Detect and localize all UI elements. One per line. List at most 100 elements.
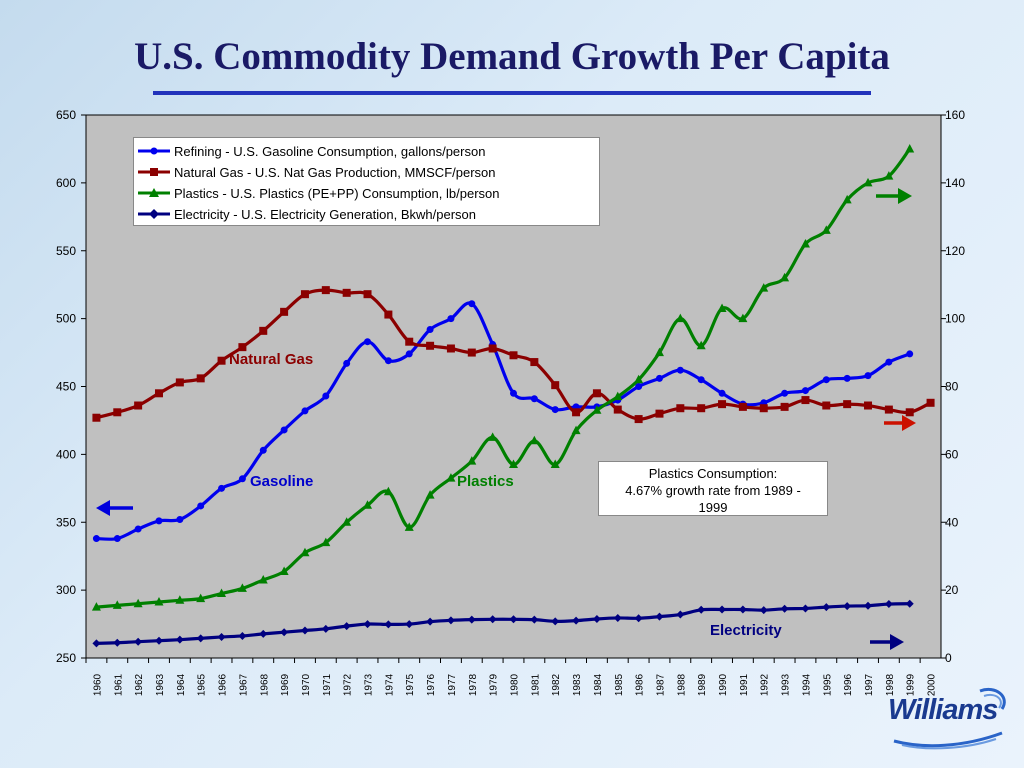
- data-point-electricity: [801, 604, 810, 613]
- data-point-plastics: [217, 588, 227, 598]
- data-point-natural-gas: [738, 402, 747, 411]
- data-point-plastics: [634, 374, 644, 384]
- data-point-plastics: [154, 597, 164, 606]
- data-point-natural-gas: [551, 381, 560, 390]
- data-point-gasoline: [343, 359, 351, 367]
- x-tick-label: 2000: [927, 673, 938, 696]
- right-axis-arrow-plastics-head: [898, 188, 912, 204]
- data-point-gasoline: [238, 475, 246, 483]
- x-tick-label: 1985: [614, 673, 625, 696]
- data-point-gasoline: [885, 358, 893, 366]
- data-point-natural-gas: [467, 348, 476, 357]
- x-tick-label: 1999: [906, 673, 917, 696]
- data-point-electricity: [509, 615, 518, 624]
- y-left-tick-label: 450: [56, 380, 76, 394]
- data-point-electricity: [280, 628, 289, 637]
- data-point-plastics: [613, 391, 623, 401]
- plastics-annotation-box: Plastics Consumption: 4.67% growth rate …: [598, 461, 828, 516]
- data-point-electricity: [446, 616, 455, 625]
- data-point-gasoline: [113, 535, 121, 543]
- x-tick-label: 1968: [259, 673, 270, 696]
- data-point-gasoline: [176, 516, 184, 524]
- series-lines: [91, 143, 935, 648]
- y-right-tick-label: 0: [945, 651, 952, 665]
- legend-item-natural-gas: Natural Gas - U.S. Nat Gas Production, M…: [138, 162, 496, 182]
- data-point-plastics: [780, 272, 790, 282]
- data-point-plastics: [529, 435, 539, 445]
- data-point-plastics: [196, 593, 206, 603]
- axis-arrows: [96, 188, 916, 650]
- right-axis-arrow-gas-head: [902, 415, 916, 431]
- data-point-electricity: [134, 637, 143, 646]
- x-tick-label: 1962: [134, 673, 145, 696]
- series-label-natural-gas: Natural Gas: [229, 351, 314, 368]
- data-point-electricity: [822, 603, 831, 612]
- data-point-natural-gas: [154, 389, 163, 398]
- data-point-plastics: [237, 583, 247, 592]
- data-point-natural-gas: [113, 408, 122, 417]
- data-point-natural-gas: [342, 288, 351, 297]
- data-point-electricity: [884, 600, 893, 609]
- data-point-plastics: [738, 313, 748, 323]
- data-point-plastics: [363, 500, 373, 509]
- data-point-gasoline: [551, 406, 559, 414]
- y-right-tick-label: 20: [945, 583, 959, 597]
- x-tick-label: 1990: [718, 673, 729, 696]
- data-point-natural-gas: [592, 389, 601, 398]
- data-point-natural-gas: [801, 396, 810, 405]
- data-point-electricity: [613, 613, 622, 622]
- x-tick-label: 1980: [510, 673, 521, 696]
- data-point-gasoline: [447, 315, 455, 323]
- data-point-electricity: [238, 631, 247, 640]
- data-point-plastics: [488, 432, 498, 441]
- data-point-natural-gas: [759, 404, 768, 413]
- data-point-gasoline: [280, 426, 288, 434]
- data-point-electricity: [217, 632, 226, 641]
- data-point-gasoline: [322, 392, 330, 400]
- data-point-plastics: [550, 459, 560, 469]
- data-point-plastics: [133, 598, 143, 608]
- data-point-plastics: [425, 490, 435, 499]
- data-point-natural-gas: [926, 398, 935, 407]
- data-point-gasoline: [906, 350, 914, 358]
- data-point-electricity: [426, 617, 435, 626]
- x-tick-label: 1989: [697, 673, 708, 696]
- data-point-plastics: [800, 238, 810, 248]
- data-point-natural-gas: [238, 343, 247, 352]
- legend-label-natural-gas: Natural Gas - U.S. Nat Gas Production, M…: [174, 164, 496, 180]
- data-point-gasoline: [781, 389, 789, 397]
- x-tick-label: 1984: [593, 673, 604, 696]
- data-point-gasoline: [676, 366, 684, 374]
- data-point-plastics: [509, 459, 518, 469]
- data-point-plastics: [717, 303, 727, 312]
- data-point-natural-gas: [905, 408, 914, 417]
- data-point-gasoline: [364, 338, 372, 346]
- series-label-electricity: Electricity: [710, 622, 782, 639]
- x-tick-label: 1971: [322, 673, 333, 696]
- data-point-natural-gas: [509, 351, 518, 360]
- y-right-tick-label: 160: [945, 108, 965, 122]
- data-point-natural-gas: [697, 404, 706, 413]
- x-tick-label: 1992: [760, 673, 771, 696]
- x-tick-label: 1998: [885, 673, 896, 696]
- x-tick-label: 1970: [301, 673, 312, 696]
- data-point-plastics: [654, 347, 664, 357]
- data-point-plastics: [321, 537, 331, 547]
- data-point-natural-gas: [134, 401, 143, 410]
- data-point-plastics: [112, 600, 122, 609]
- data-point-gasoline: [259, 446, 267, 454]
- data-point-electricity: [196, 634, 205, 643]
- annotation-line-1: Plastics Consumption:: [648, 466, 778, 481]
- data-point-natural-gas: [613, 405, 622, 414]
- data-point-gasoline: [197, 502, 205, 510]
- data-point-plastics: [842, 194, 852, 204]
- y-left-tick-label: 250: [56, 651, 76, 665]
- data-point-electricity: [113, 638, 122, 647]
- data-point-electricity: [738, 605, 747, 614]
- x-tick-label: 1982: [551, 673, 562, 696]
- data-point-plastics: [300, 547, 310, 557]
- data-point-plastics: [258, 574, 268, 584]
- williams-logo: [893, 688, 1006, 750]
- title-underline: [153, 91, 871, 95]
